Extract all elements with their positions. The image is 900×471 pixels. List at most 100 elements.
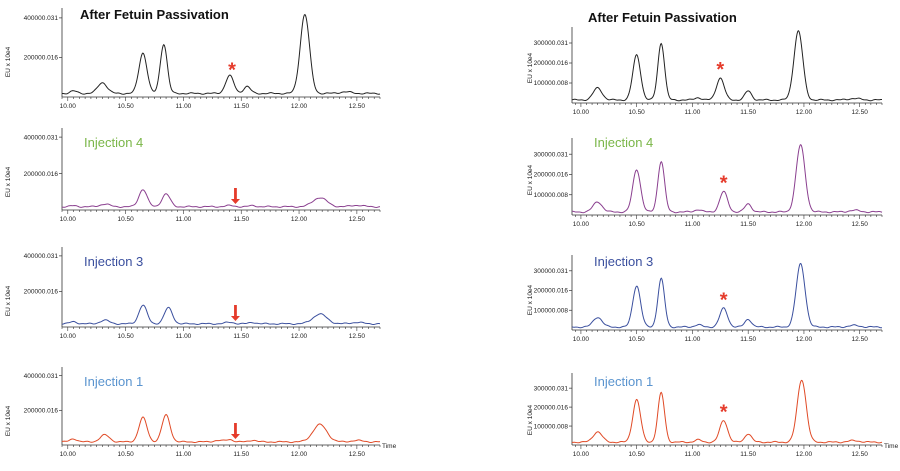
x-tick-label: 10.50: [629, 336, 646, 343]
x-tick-label: 10.50: [629, 221, 646, 228]
x-tick-label: 12.00: [291, 216, 308, 223]
panel-title: Injection 3: [84, 254, 143, 269]
x-tick-label: 10.00: [573, 109, 590, 116]
x-tick-label: 10.50: [629, 109, 646, 116]
x-axis-label: Time: [382, 443, 397, 450]
peak-asterisk-marker: *: [720, 289, 728, 311]
chromatogram-trace: [571, 30, 883, 102]
x-tick-label: 11.50: [233, 451, 249, 458]
chromatogram-panel-2: Injection 4 EU x 10e4 400000.031 200000.016…: [5, 128, 381, 223]
x-tick-label: 11.00: [176, 451, 192, 458]
x-tick-label: 10.50: [117, 333, 134, 340]
x-tick-label: 11.50: [740, 451, 756, 458]
x-tick-label: 10.50: [117, 103, 134, 110]
y-tick-label: 200000.016: [534, 288, 569, 295]
x-tick-label: 12.00: [796, 109, 813, 116]
x-tick-label: 12.00: [796, 451, 813, 458]
chromatogram-panel-3: Injection 3 EU x 10e4 400000.031 200000.016…: [5, 247, 381, 340]
x-axis-label: Time: [884, 443, 899, 450]
x-tick-label: 10.50: [629, 451, 646, 458]
x-tick-label: 11.00: [176, 216, 192, 223]
peak-asterisk-marker: *: [716, 59, 724, 81]
chromatogram-panel-7: Injection 3 EU x 10e4 300000.031 200000.016…: [527, 254, 883, 343]
y-tick-label: 400000.031: [24, 253, 59, 260]
x-tick-label: 11.00: [685, 221, 701, 228]
y-tick-label: 200000.016: [24, 55, 59, 62]
x-tick-label: 12.50: [852, 451, 869, 458]
x-tick-label: 12.50: [852, 221, 869, 228]
peak-asterisk-marker: *: [228, 59, 236, 81]
y-tick-label: 300000.031: [534, 151, 569, 158]
x-tick-label: 11.00: [176, 333, 192, 340]
y-tick-label: 200000.016: [24, 289, 59, 296]
y-tick-label: 200000.016: [24, 408, 59, 415]
x-tick-label: 10.50: [117, 216, 134, 223]
x-tick-label: 10.00: [60, 216, 77, 223]
y-tick-label: 200000.016: [534, 172, 569, 179]
x-tick-label: 12.50: [349, 333, 366, 340]
panel-title: Injection 3: [594, 254, 653, 269]
y-axis-label: EU x 10e4: [527, 52, 534, 83]
y-tick-label: 100000.008: [534, 80, 569, 87]
panel-title: After Fetuin Passivation: [588, 10, 737, 25]
chromatogram-panel-1: After Fetuin Passivation EU x 10e4 400000.…: [5, 7, 381, 110]
y-axis-label: EU x 10e4: [527, 164, 534, 195]
x-tick-label: 10.00: [573, 451, 590, 458]
x-tick-label: 10.00: [60, 333, 77, 340]
arrow-head: [230, 199, 240, 204]
x-tick-label: 12.00: [796, 221, 813, 228]
chromatogram-trace: [61, 13, 381, 95]
chromatogram-trace: [61, 304, 381, 325]
y-tick-label: 200000.016: [534, 60, 569, 67]
chromatogram-trace: [571, 144, 883, 214]
peak-asterisk-marker: *: [720, 401, 728, 423]
y-tick-label: 300000.031: [534, 385, 569, 392]
y-axis-label: EU x 10e4: [527, 284, 534, 315]
x-tick-label: 11.50: [233, 333, 249, 340]
y-tick-label: 300000.031: [534, 268, 569, 275]
y-tick-label: 100000.008: [534, 192, 569, 199]
x-tick-label: 12.00: [291, 103, 308, 110]
panel-title: Injection 4: [84, 135, 143, 150]
x-tick-label: 11.50: [740, 221, 756, 228]
chromatogram-trace: [571, 379, 883, 444]
y-axis-label: EU x 10e4: [527, 404, 534, 435]
x-tick-label: 10.00: [573, 336, 590, 343]
x-tick-label: 10.00: [60, 451, 77, 458]
x-tick-label: 10.00: [573, 221, 590, 228]
chromatogram-panel-5: After Fetuin Passivation EU x 10e4300000.…: [527, 10, 883, 116]
x-tick-label: 11.00: [685, 109, 701, 116]
x-tick-label: 11.00: [685, 336, 701, 343]
y-axis-label: EU x 10e4: [5, 166, 12, 197]
x-tick-label: 12.00: [291, 333, 308, 340]
x-tick-label: 11.50: [740, 336, 756, 343]
arrow-head: [230, 316, 240, 321]
x-tick-label: 10.00: [60, 103, 77, 110]
y-axis-label: EU x 10e4: [5, 405, 12, 436]
x-tick-label: 12.50: [349, 103, 366, 110]
y-tick-label: 200000.016: [534, 404, 569, 411]
x-tick-label: 11.50: [740, 109, 756, 116]
y-tick-label: 200000.016: [24, 171, 59, 178]
x-tick-label: 12.50: [852, 336, 869, 343]
x-tick-label: 11.50: [233, 216, 249, 223]
y-tick-label: 300000.031: [534, 40, 569, 47]
y-tick-label: 100000.008: [534, 307, 569, 314]
y-tick-label: 400000.031: [24, 373, 59, 380]
panel-title: Injection 1: [84, 374, 143, 389]
missing-peak-arrow: [230, 423, 240, 439]
x-tick-label: 12.00: [796, 336, 813, 343]
y-tick-label: 100000.008: [534, 423, 569, 430]
panel-title: Injection 4: [594, 135, 653, 150]
y-tick-label: 400000.031: [24, 15, 59, 22]
x-tick-label: 10.50: [117, 451, 134, 458]
arrow-head: [230, 434, 240, 439]
y-axis-label: EU x 10e4: [5, 46, 12, 77]
y-tick-label: 400000.031: [24, 134, 59, 141]
x-tick-label: 11.00: [685, 451, 701, 458]
x-tick-label: 11.00: [176, 103, 192, 110]
x-tick-label: 12.50: [852, 109, 869, 116]
chromatogram-trace: [61, 189, 381, 208]
